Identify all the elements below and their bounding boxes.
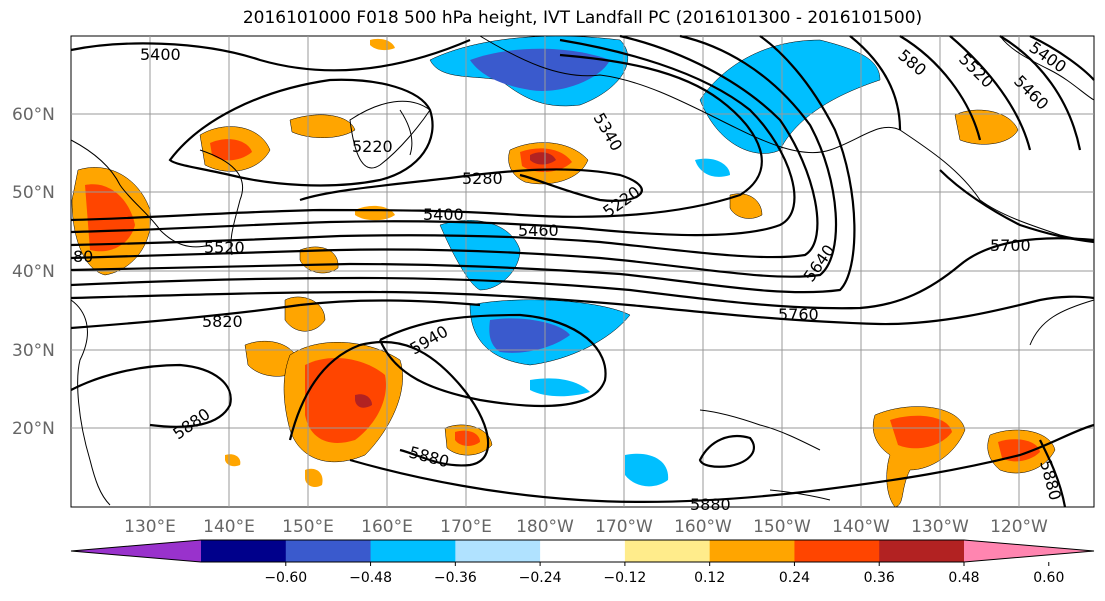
- colorbar-segment: [540, 540, 625, 562]
- colorbar-segment: [371, 540, 456, 562]
- lon-label: 120°W: [990, 517, 1048, 537]
- colorbar-segment: [794, 540, 879, 562]
- colorbar-segment: [879, 540, 964, 562]
- lon-label: 160°E: [361, 517, 413, 537]
- contour-label: 5400: [423, 205, 464, 224]
- longitude-axis: 130°E 140°E 150°E 160°E 170°E 180°W 170°…: [124, 517, 1048, 537]
- colorbar-extend-min: [71, 540, 201, 562]
- colorbar-segment: [625, 540, 710, 562]
- colorbar-segment: [455, 540, 540, 562]
- colorbar-tick-label: 0.12: [694, 570, 725, 586]
- contour-label: 5820: [202, 312, 243, 331]
- contour-label: 5460: [518, 221, 559, 240]
- colorbar-segment: [286, 540, 371, 562]
- contour-label: 5220: [352, 137, 393, 156]
- colorbar-tick-label: 0.48: [948, 570, 979, 586]
- colorbar-tick-label: 0.24: [779, 570, 810, 586]
- lon-label: 130°W: [911, 517, 969, 537]
- lon-label: 140°E: [203, 517, 255, 537]
- lon-label: 160°W: [674, 517, 732, 537]
- colorbar-tick-label: −0.48: [349, 570, 392, 586]
- colorbar-tick-label: 0.60: [1033, 570, 1064, 586]
- colorbar-tick-label: 0.36: [864, 570, 895, 586]
- lon-label: 170°E: [440, 517, 492, 537]
- lon-label: 170°W: [595, 517, 653, 537]
- lat-label-60n: 60°N: [12, 105, 55, 125]
- lat-label-40n: 40°N: [12, 262, 55, 282]
- contour-label: 5700: [990, 236, 1031, 255]
- colorbar-extend-max: [964, 540, 1094, 562]
- contour-label: 5880: [690, 495, 731, 514]
- colorbar-tick-label: −0.24: [519, 570, 562, 586]
- lat-label-30n: 30°N: [12, 341, 55, 361]
- colorbar-segment: [710, 540, 795, 562]
- contour-label: 5760: [778, 305, 819, 324]
- lon-label: 150°E: [282, 517, 334, 537]
- lon-label: 180°W: [516, 517, 574, 537]
- contour-label: 5400: [140, 45, 181, 64]
- contour-label: 5280: [462, 169, 503, 188]
- lon-label: 140°W: [832, 517, 890, 537]
- lon-label: 130°E: [124, 517, 176, 537]
- colorbar-tick-label: −0.36: [434, 570, 477, 586]
- lon-label: 150°W: [753, 517, 811, 537]
- latitude-axis: 60°N 50°N 40°N 30°N 20°N: [12, 105, 55, 439]
- colorbar-tick-label: −0.60: [264, 570, 307, 586]
- map-panel: 5400 5220 5280 5400 5460 5520 5820 5940 …: [71, 36, 1094, 514]
- contour-label: 5520: [204, 238, 245, 257]
- contour-label: 80: [73, 247, 93, 266]
- colorbar-segment: [201, 540, 286, 562]
- colorbar: −0.60 −0.48 −0.36 −0.24 −0.12 0.12 0.24 0.36 0.4…: [71, 540, 1094, 586]
- colorbar-tick-label: −0.12: [603, 570, 646, 586]
- lat-label-20n: 20°N: [12, 419, 55, 439]
- lat-label-50n: 50°N: [12, 183, 55, 203]
